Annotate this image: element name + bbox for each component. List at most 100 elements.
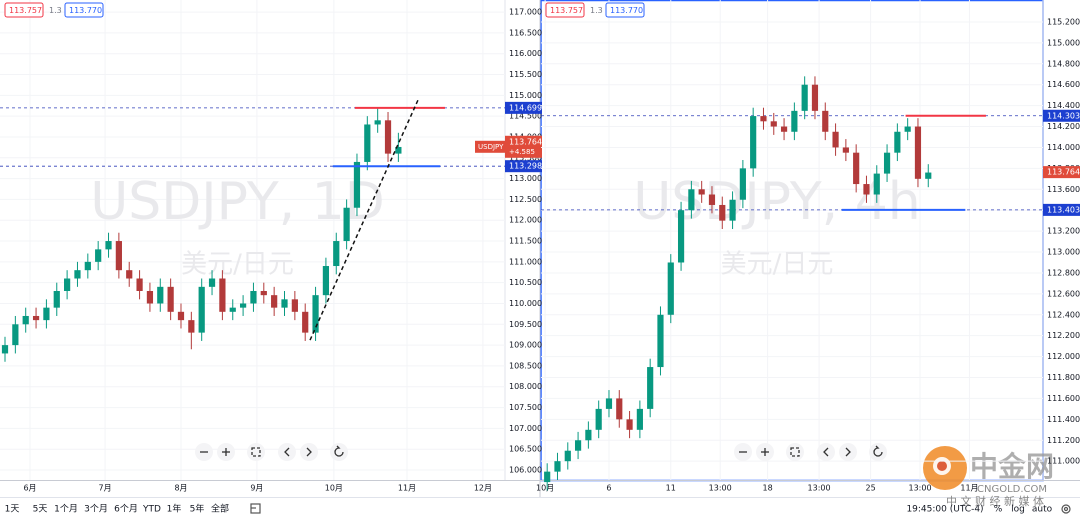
level-label-bg — [505, 101, 542, 114]
nav-button-bg[interactable] — [786, 443, 804, 461]
spread: 1.3 — [590, 6, 603, 15]
nav-icon-stroke — [334, 445, 344, 457]
candle-body — [791, 110, 798, 132]
watermark-title: USDJPY, 1D — [90, 172, 385, 232]
last-price-bg — [1043, 166, 1080, 179]
y-tick-label: 113.000 — [509, 174, 542, 183]
candle-body — [636, 408, 643, 430]
x-tick-label: 12月 — [474, 484, 492, 493]
y-tick-label: 115.500 — [509, 70, 542, 79]
range-button[interactable]: 1天 — [5, 505, 20, 515]
nav-buttons — [195, 443, 348, 461]
y-tick-label: 111.000 — [509, 257, 542, 266]
candle-body — [22, 315, 29, 325]
nav-icon-stroke — [284, 447, 290, 457]
x-tick-label: 9月 — [250, 484, 263, 493]
nav-button-bg[interactable] — [817, 443, 835, 461]
candle-body — [374, 120, 381, 125]
candle-body — [914, 126, 922, 179]
candle-body — [853, 152, 860, 185]
symbol-tag-bg — [475, 140, 505, 153]
candle-body — [53, 290, 60, 308]
nav-button-bg[interactable] — [869, 443, 887, 461]
last-price: 113.764 — [1047, 168, 1080, 177]
spread: 1.3 — [49, 6, 62, 15]
percent-toggle[interactable]: % — [994, 505, 1003, 515]
candle-body — [115, 241, 122, 271]
candle-body — [842, 147, 849, 153]
range-button[interactable]: 1个月 — [54, 504, 78, 515]
candle-body — [146, 290, 154, 304]
y-tick-label: 107.500 — [509, 403, 542, 412]
last-price-bg — [505, 135, 542, 158]
auto-toggle[interactable]: auto — [1032, 505, 1053, 515]
candle-body — [574, 440, 582, 451]
y-tick-label: 114.200 — [1047, 122, 1080, 131]
y-tick-label: 112.800 — [1047, 268, 1080, 277]
candle-body — [750, 116, 757, 169]
candle-body — [32, 315, 40, 321]
candle-body — [260, 290, 267, 296]
nav-buttons — [734, 443, 887, 461]
candle-body — [395, 146, 402, 154]
y-tick-label: 115.200 — [1047, 17, 1080, 26]
candle-body — [605, 398, 613, 409]
nav-icon-stroke — [845, 447, 851, 457]
y-tick-label: 110.000 — [509, 299, 542, 308]
y-tick-label: 106.000 — [509, 466, 542, 475]
y-tick-label: 112.200 — [1047, 331, 1080, 340]
y-tick-label: 113.600 — [1047, 185, 1080, 194]
range-button[interactable]: 全部 — [211, 503, 229, 515]
y-tick-label: 115.000 — [509, 91, 542, 100]
candle-body — [863, 184, 870, 195]
range-button[interactable]: YTD — [142, 505, 161, 515]
y-tick-label: 109.500 — [509, 320, 542, 329]
x-tick-label: 13:00 — [709, 484, 732, 493]
range-button[interactable]: 6个月 — [114, 504, 138, 515]
logo-tagline: 中 文 财 经 新 媒 体 — [946, 494, 1044, 508]
nav-button-bg[interactable] — [278, 443, 296, 461]
range-button[interactable]: 5天 — [33, 505, 48, 515]
range-button[interactable]: 3个月 — [84, 504, 108, 515]
candle-body — [585, 429, 592, 441]
candle-body — [167, 286, 174, 312]
candle-body — [384, 120, 392, 154]
x-tick-label: 13:00 — [808, 484, 831, 493]
range-button[interactable]: 5年 — [190, 503, 205, 515]
candle-body — [822, 110, 829, 132]
trend-line — [309, 99, 419, 341]
settings-icon[interactable] — [1061, 504, 1071, 514]
log-toggle[interactable]: log — [1011, 505, 1025, 515]
candle-body — [554, 461, 561, 472]
x-tick-label: 11月 — [960, 484, 978, 493]
nav-button-bg[interactable] — [247, 443, 265, 461]
y-tick-label: 116.000 — [509, 49, 542, 58]
candle-body — [239, 303, 247, 308]
candle-body — [312, 295, 319, 333]
candle-body — [188, 320, 195, 333]
compare-icon[interactable] — [250, 503, 261, 514]
y-tick-label: 107.000 — [509, 424, 542, 433]
nav-button-bg[interactable] — [330, 443, 348, 461]
candle-body — [677, 210, 685, 263]
x-tick-label: 11月 — [398, 484, 416, 493]
nav-icon-stroke — [873, 445, 883, 457]
nav-button-bg[interactable] — [300, 443, 318, 461]
candle-body — [616, 398, 623, 420]
range-button[interactable]: 1年 — [167, 503, 182, 515]
candle-body — [136, 278, 143, 291]
ask-box — [64, 2, 104, 18]
candle-body — [544, 471, 551, 483]
y-tick-label: 114.500 — [509, 112, 542, 121]
candle-body — [626, 419, 633, 430]
y-tick-label: 112.600 — [1047, 289, 1080, 298]
y-tick-label: 114.800 — [1047, 59, 1080, 68]
nav-button-bg[interactable] — [839, 443, 857, 461]
candle-body — [157, 286, 164, 304]
candle-body — [95, 249, 102, 262]
candle-body — [894, 131, 901, 153]
candle-body — [229, 307, 236, 312]
y-tick-label: 110.500 — [509, 278, 542, 287]
candle-body — [219, 278, 226, 312]
watermark-subtitle: 美元/日元 — [181, 250, 294, 280]
